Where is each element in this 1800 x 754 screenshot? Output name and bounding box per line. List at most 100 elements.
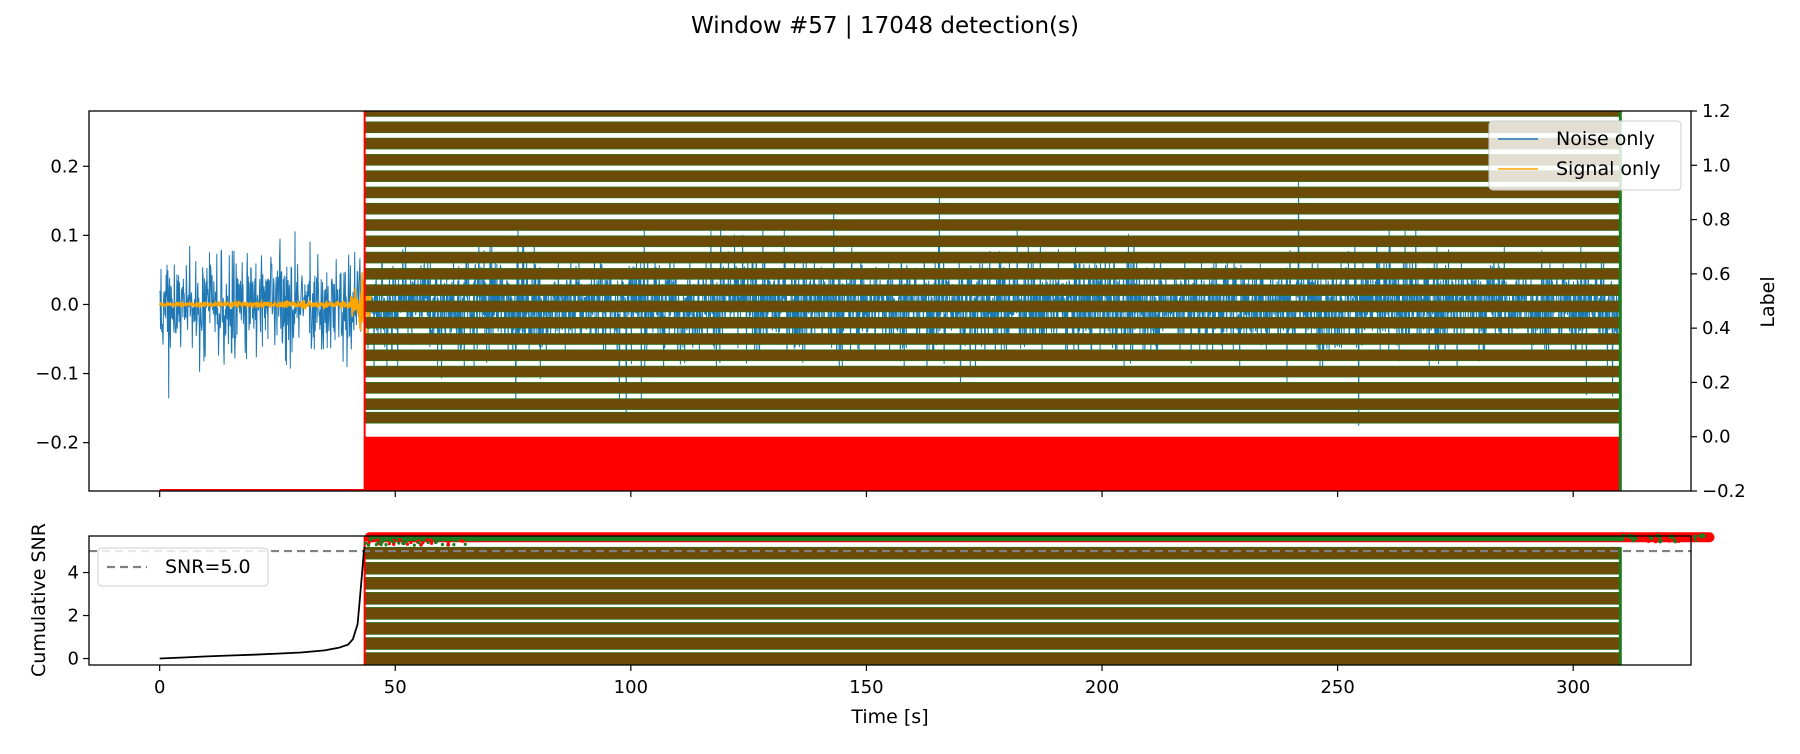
snr-scatter-marker bbox=[384, 543, 388, 547]
bottom-y-tick-label: 4 bbox=[68, 563, 79, 584]
top-panel: −0.2 −0.1 0.0 0.1 0.2 −0.2 0.0 0.2 0.4 0.6 0.8 1.0… bbox=[35, 101, 1779, 502]
snr-scatter-marker bbox=[379, 543, 383, 547]
label-band bbox=[364, 284, 1621, 296]
bottom-y-axis-label: Cumulative SNR bbox=[28, 523, 50, 677]
snr-band bbox=[364, 607, 1621, 620]
snr-scatter-marker bbox=[383, 538, 387, 542]
snr-scatter-marker bbox=[419, 543, 423, 547]
bottom-panel: 0 50 100 150 200 250 300 0 2 4 Time [s] Cumulati… bbox=[28, 523, 1715, 728]
legend-signal-label: Signal only bbox=[1556, 158, 1661, 180]
detection-fill bbox=[364, 436, 1621, 491]
snr-scatter-marker bbox=[429, 541, 434, 545]
top-legend: Noise only Signal only bbox=[1488, 120, 1682, 191]
label-band bbox=[364, 137, 1621, 150]
snr-saturated-edge bbox=[368, 536, 1625, 542]
bottom-legend-box bbox=[97, 547, 269, 587]
snr-scatter-marker bbox=[454, 539, 458, 543]
bottom-y-axis: 0 2 4 bbox=[68, 563, 89, 670]
snr-tail-marker bbox=[1679, 537, 1685, 542]
signal-only-line bbox=[158, 272, 373, 335]
top-y2-tick-label: 0.6 bbox=[1702, 264, 1731, 285]
snr-scatter-marker bbox=[364, 538, 369, 542]
label-band bbox=[364, 333, 1621, 345]
snr-tail-marker bbox=[1657, 538, 1663, 544]
top-y2-axis-label: Label bbox=[1757, 276, 1779, 327]
top-y2-tick-label: 1.0 bbox=[1702, 155, 1731, 176]
snr-scatter-marker bbox=[401, 541, 405, 545]
label-band bbox=[364, 202, 1621, 215]
label-band bbox=[364, 316, 1621, 329]
top-y-tick-label: −0.2 bbox=[35, 433, 79, 454]
top-y-tick-label: 0.2 bbox=[50, 156, 79, 177]
snr-scatter-marker bbox=[463, 538, 468, 542]
snr-scatter-marker bbox=[398, 537, 402, 542]
snr-scatter-marker bbox=[374, 543, 378, 547]
snr-scatter-marker bbox=[446, 541, 450, 545]
bottom-y-tick-label: 0 bbox=[68, 649, 79, 670]
top-y2-tick-label: 0.2 bbox=[1702, 372, 1731, 393]
label-band bbox=[364, 411, 1621, 424]
snr-scatter-marker bbox=[387, 542, 391, 546]
snr-tail-marker bbox=[1653, 538, 1658, 544]
label-band bbox=[364, 111, 1621, 117]
snr-band bbox=[364, 652, 1621, 665]
snr-scatter-marker bbox=[419, 537, 423, 542]
snr-tail-marker bbox=[1699, 533, 1705, 538]
snr-scatter-marker bbox=[446, 543, 451, 547]
bottom-x-tick-label: 250 bbox=[1320, 677, 1354, 698]
snr-band bbox=[364, 576, 1621, 590]
snr-band bbox=[364, 561, 1621, 575]
snr-scatter-marker bbox=[405, 542, 410, 546]
snr-tail-marker bbox=[1673, 538, 1678, 544]
snr-scatter-marker bbox=[392, 542, 396, 547]
top-y2-tick-label: −0.2 bbox=[1702, 481, 1746, 502]
label-band bbox=[364, 398, 1621, 410]
label-band bbox=[364, 121, 1621, 134]
snr-tail-marker bbox=[1648, 535, 1654, 541]
top-plot-area bbox=[158, 111, 1622, 491]
snr-scatter-marker bbox=[412, 543, 416, 547]
top-y2-tick-label: 1.2 bbox=[1702, 101, 1731, 122]
top-y2-tick-label: 0.0 bbox=[1702, 427, 1731, 448]
snr-scatter-marker bbox=[421, 541, 425, 545]
top-y2-axis: −0.2 0.0 0.2 0.4 0.6 0.8 1.0 1.2 bbox=[1691, 101, 1746, 502]
label-band bbox=[364, 154, 1621, 166]
label-band bbox=[364, 186, 1621, 199]
snr-scatter-marker bbox=[440, 542, 445, 547]
snr-scatter-marker bbox=[364, 541, 368, 545]
bottom-x-tick-label: 100 bbox=[614, 677, 648, 698]
top-y2-tick-label: 0.4 bbox=[1702, 318, 1731, 339]
snr-scatter-marker bbox=[429, 538, 433, 542]
snr-scatter-marker bbox=[452, 543, 456, 547]
snr-scatter-marker bbox=[436, 538, 440, 543]
snr-tail-marker bbox=[1667, 538, 1672, 543]
legend-noise-label: Noise only bbox=[1556, 128, 1655, 150]
top-axes-frame bbox=[88, 110, 1692, 492]
snr-scatter-marker bbox=[391, 540, 395, 544]
label-band bbox=[364, 235, 1621, 248]
bottom-x-axis-label: Time [s] bbox=[850, 706, 928, 728]
bottom-x-tick-label: 200 bbox=[1085, 677, 1119, 698]
snr-scatter-marker bbox=[409, 540, 413, 545]
bottom-axes-frame bbox=[88, 535, 1692, 666]
label-band bbox=[364, 170, 1621, 182]
snr-band bbox=[364, 637, 1621, 650]
snr-tail-marker bbox=[1631, 538, 1636, 543]
legend-threshold-label: SNR=5.0 bbox=[165, 556, 251, 578]
bottom-x-tick-label: 0 bbox=[154, 677, 165, 698]
top-y-axis: −0.2 −0.1 0.0 0.1 0.2 bbox=[35, 156, 89, 454]
snr-scatter-marker bbox=[463, 542, 467, 546]
snr-scatter-marker bbox=[376, 540, 380, 545]
snr-tail-marker bbox=[1703, 537, 1708, 543]
top-y-tick-label: −0.1 bbox=[35, 364, 79, 385]
label-band bbox=[364, 349, 1621, 362]
label-band bbox=[364, 219, 1621, 231]
snr-scatter-marker bbox=[380, 540, 384, 544]
bottom-x-axis: 0 50 100 150 200 250 300 bbox=[154, 665, 1590, 698]
top-y2-tick-label: 0.8 bbox=[1702, 210, 1731, 231]
snr-scatter-marker bbox=[366, 543, 371, 547]
snr-scatter-marker bbox=[422, 538, 426, 542]
snr-scatter-marker bbox=[404, 540, 408, 544]
snr-scatter-marker bbox=[461, 539, 465, 543]
